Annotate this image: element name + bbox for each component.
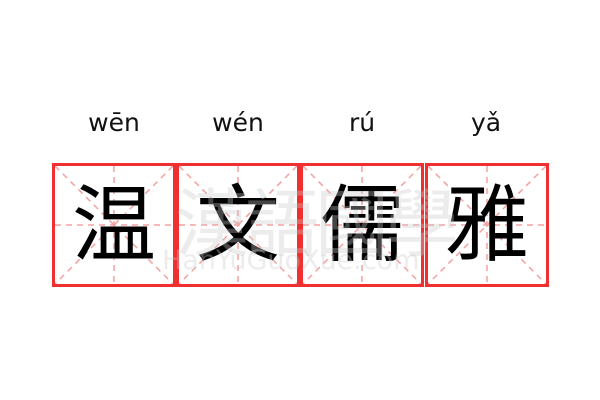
pinyin-1: wēn xyxy=(88,108,140,137)
character-grid: 温 文 儒 雅 xyxy=(52,163,549,287)
pinyin-4: yǎ xyxy=(470,108,502,137)
character-cell: 儒 xyxy=(300,163,424,287)
character: 儒 xyxy=(319,176,404,274)
guide-lines xyxy=(428,166,546,284)
guide-lines xyxy=(179,166,297,284)
character: 温 xyxy=(71,176,156,274)
character-cell: 文 xyxy=(176,163,300,287)
pinyin-2: wén xyxy=(212,108,264,137)
character: 文 xyxy=(195,176,280,274)
character: 雅 xyxy=(444,176,529,274)
character-cell: 雅 xyxy=(425,163,549,287)
character-cell: 温 xyxy=(52,163,176,287)
guide-lines xyxy=(55,166,173,284)
guide-lines xyxy=(303,166,421,284)
pinyin-3: rú xyxy=(348,108,376,137)
